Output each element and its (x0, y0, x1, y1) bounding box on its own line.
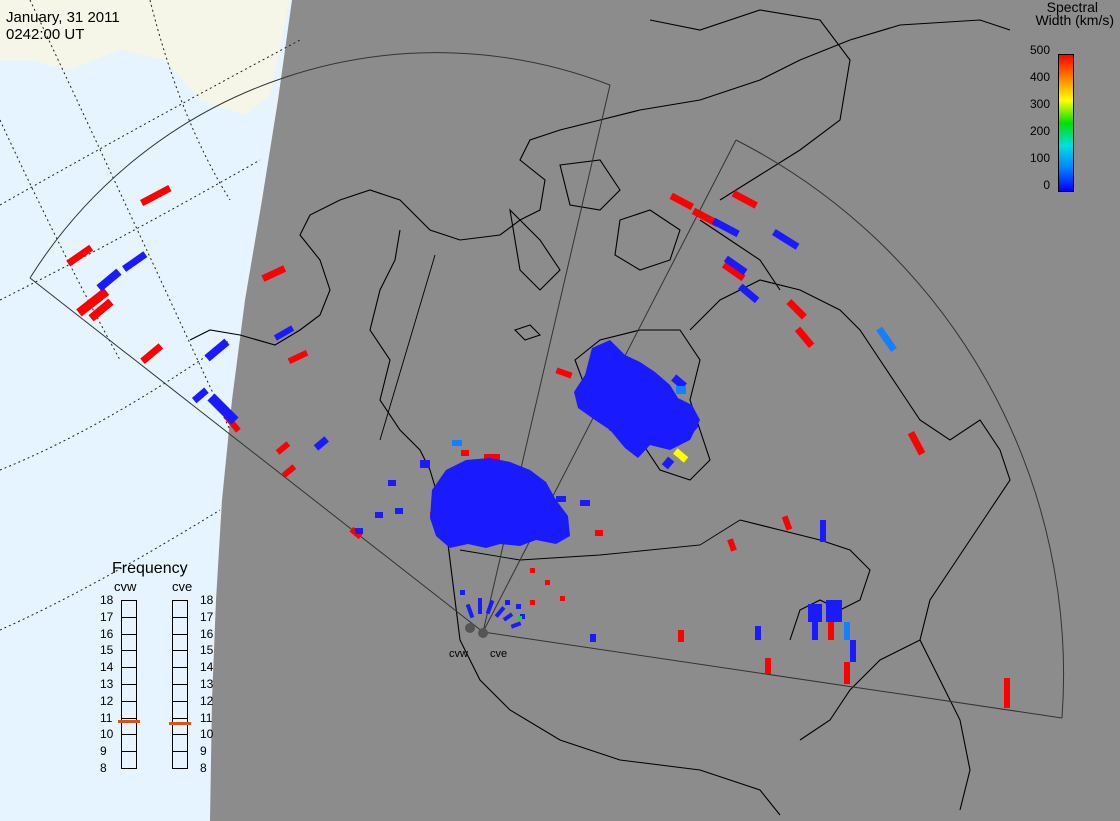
frequency-tick-15: 15 (200, 643, 214, 658)
frequency-cell-cve (172, 717, 188, 735)
frequency-tick-16: 16 (200, 626, 214, 641)
frequency-tick-11: 11 (200, 710, 213, 725)
echo-yellow (673, 448, 689, 463)
frequency-cell-cvw (121, 650, 137, 668)
colorbar-tick-500: 500 (1029, 43, 1050, 57)
frequency-cell-cvw (121, 751, 137, 768)
frequency-cell-cve (172, 600, 188, 617)
frequency-tick-9: 9 (200, 744, 207, 759)
frequency-cell-cve (172, 684, 188, 701)
frequency-title: Frequency (112, 560, 188, 577)
graticule (0, 0, 301, 631)
frequency-tick-15: 15 (100, 643, 114, 658)
frequency-cell-cvw (121, 616, 137, 634)
frequency-tick-8: 8 (100, 761, 107, 775)
frequency-cell-cvw (121, 768, 137, 769)
frequency-tick-11: 11 (100, 710, 113, 725)
frequency-cell-cve (172, 700, 188, 718)
frequency-cell-cvw (121, 717, 137, 735)
frequency-cell-cve (172, 667, 188, 684)
colorbar-tick-0: 0 (1043, 178, 1050, 192)
frequency-cell-cve (172, 633, 188, 651)
echo-green (518, 616, 522, 620)
echo-cyan (452, 326, 897, 640)
day-land (0, 0, 290, 115)
colorbar-tick-300: 300 (1029, 97, 1050, 111)
frequency-gauge-cve (169, 600, 191, 769)
frequency-tick-14: 14 (100, 660, 114, 675)
frequency-cell-cve (172, 650, 188, 668)
frequency-cell-cve (172, 734, 188, 752)
frequency-gauge-cvw (118, 600, 140, 769)
frequency-cell-cvw (121, 684, 137, 701)
frequency-cell-cvw (121, 633, 137, 651)
frequency-tick-9: 9 (100, 744, 107, 759)
echo-blue (96, 217, 856, 662)
radar-site-cve (478, 628, 488, 638)
frequency-tick-16: 16 (100, 626, 114, 641)
colorbar (1058, 54, 1074, 192)
frequency-marker-cve (169, 721, 191, 725)
date-label: January, 31 2011 (6, 9, 120, 26)
time-label: 0242:00 UT (6, 26, 85, 43)
site-label-cve: cve (490, 648, 508, 660)
frequency-cell-cvw (121, 667, 137, 684)
frequency-tick-18: 18 (200, 593, 214, 607)
frequency-tick-12: 12 (200, 693, 214, 708)
frequency-label-cve: cve (172, 579, 193, 594)
frequency-tick-17: 17 (100, 609, 114, 624)
frequency-tick-17: 17 (200, 609, 214, 624)
frequency-cell-cve (172, 768, 188, 769)
colorbar-title-line1: Spectral (1046, 0, 1098, 15)
radar-site-cvw (465, 623, 475, 633)
frequency-tick-12: 12 (100, 693, 114, 708)
frequency-tick-13: 13 (200, 677, 214, 691)
colorbar-tick-400: 400 (1029, 70, 1050, 84)
frequency-marker-cvw (118, 719, 140, 723)
site-label-cvw: cvw (449, 648, 468, 660)
frequency-tick-14: 14 (200, 660, 214, 675)
colorbar-tick-100: 100 (1029, 151, 1050, 165)
echo-red (66, 184, 1010, 708)
frequency-cell-cve (172, 751, 188, 768)
frequency-cell-cve (172, 616, 188, 634)
frequency-label-cvw: cvw (114, 579, 137, 594)
frequency-cell-cvw (121, 700, 137, 718)
frequency-tick-10: 10 (200, 727, 214, 742)
colorbar-tick-200: 200 (1029, 124, 1050, 138)
frequency-cell-cvw (121, 734, 137, 752)
frequency-tick-10: 10 (100, 727, 114, 742)
frequency-tick-13: 13 (100, 677, 114, 691)
frequency-cell-cvw (121, 600, 137, 617)
frequency-tick-8: 8 (200, 761, 207, 775)
colorbar-title-line2: Width (km/s) (1035, 12, 1114, 28)
frequency-tick-18: 18 (100, 593, 114, 607)
